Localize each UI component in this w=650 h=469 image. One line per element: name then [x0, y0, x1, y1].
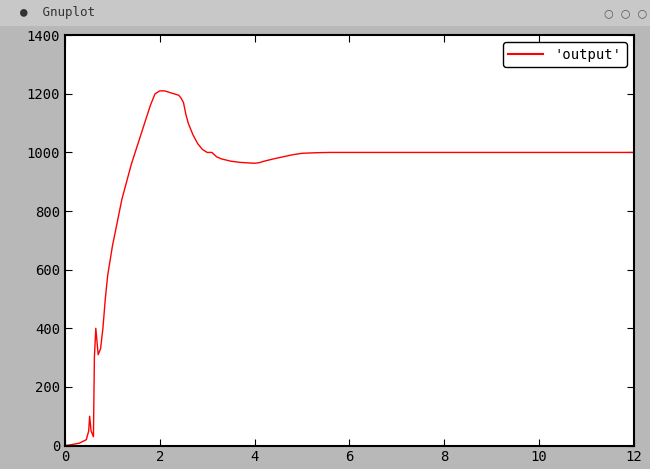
- Text: ○  ○  ○: ○ ○ ○: [604, 8, 648, 18]
- Legend: 'output': 'output': [503, 42, 627, 67]
- Text: ●  Gnuplot: ● Gnuplot: [20, 7, 94, 19]
